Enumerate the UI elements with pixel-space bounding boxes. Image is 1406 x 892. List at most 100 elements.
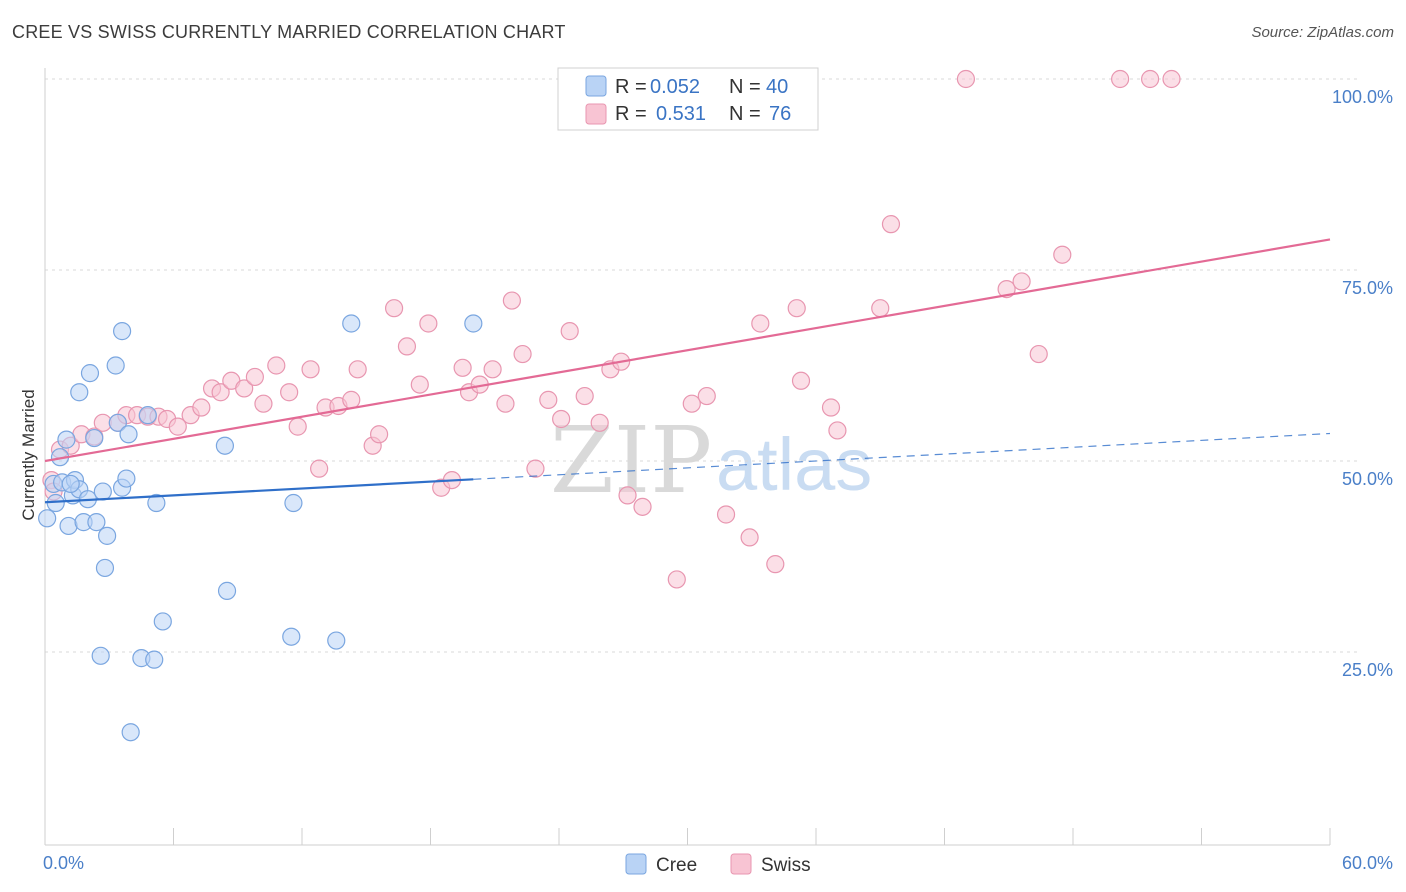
cree-point (85, 428, 104, 448)
legend-swiss-n-value: 76 (769, 103, 791, 125)
cree-point (91, 646, 110, 665)
y-tick-label: 25.0% (1342, 660, 1393, 680)
tick-layer: 25.0% 50.0% 75.0% 100.0% (1332, 87, 1393, 680)
axis-layer (44, 68, 1330, 846)
cree-point (117, 469, 136, 488)
chart-source: Source: ZipAtlas.com (1251, 24, 1394, 41)
cree-point (106, 356, 125, 375)
cree-point (145, 650, 164, 669)
cree-point (108, 413, 127, 432)
swiss-point (245, 367, 264, 387)
legend-cree-r-label: R = (615, 76, 647, 98)
swiss-point (667, 570, 686, 589)
legend-swiss-n-label: N = (729, 103, 761, 125)
swiss-point (1140, 69, 1160, 89)
swiss-point (397, 337, 417, 356)
swiss-point (751, 314, 770, 333)
cree-point (93, 482, 112, 501)
swiss-point (502, 291, 521, 310)
swiss-point (513, 344, 532, 364)
swiss-point (192, 398, 211, 417)
swiss-point (716, 505, 736, 524)
swiss-trend-line (44, 238, 1331, 463)
swiss-point (821, 398, 841, 417)
swiss-point (590, 413, 609, 432)
y-tick-label: 75.0% (1342, 278, 1393, 298)
y-axis-label: Currently Married (19, 389, 38, 520)
swiss-point (791, 371, 811, 390)
x-tick-label-max: 60.0% (1342, 853, 1393, 873)
swiss-point (453, 358, 472, 377)
cree-point (464, 314, 483, 333)
cree-point (59, 516, 78, 536)
swiss-point (267, 356, 286, 375)
swiss-point (288, 417, 307, 436)
cree-point (80, 364, 100, 383)
swiss-point (633, 497, 652, 516)
swiss-point (575, 386, 594, 406)
swiss-point (310, 459, 329, 478)
swiss-point (410, 375, 429, 394)
cree-point (327, 631, 346, 650)
swiss-point (881, 215, 901, 234)
swiss-point (211, 383, 230, 402)
cree-points (38, 314, 483, 742)
swiss-point (997, 280, 1016, 299)
cree-point (342, 314, 361, 333)
swiss-point (384, 299, 404, 318)
swiss-point (1162, 69, 1181, 89)
legend-swiss-swatch (585, 103, 607, 125)
chart-title: CREE VS SWISS CURRENTLY MARRIED CORRELAT… (12, 22, 566, 42)
cree-point (38, 509, 57, 528)
swiss-point (1029, 344, 1048, 364)
swiss-point (740, 528, 759, 547)
cree-trend-line-extension (473, 432, 1331, 480)
swiss-point (1053, 245, 1072, 264)
cree-point (95, 558, 115, 578)
cree-point (138, 406, 157, 425)
swiss-point (483, 360, 502, 379)
swiss-point (496, 394, 515, 413)
swiss-point (235, 379, 254, 398)
y-tick-label: 50.0% (1342, 469, 1393, 489)
swiss-point (828, 421, 847, 440)
legend-swiss-r-label: R = (615, 103, 647, 125)
swiss-point (697, 386, 716, 406)
bottom-legend-swiss-swatch (730, 853, 752, 875)
bottom-legend: Cree Swiss (625, 853, 811, 876)
cree-point (282, 627, 301, 646)
y-tick-label: 100.0% (1332, 87, 1393, 107)
bottom-legend-swiss-label: Swiss (761, 855, 811, 876)
bottom-legend-cree-label: Cree (656, 855, 697, 876)
swiss-point (787, 299, 806, 318)
swiss-point (552, 409, 571, 429)
x-tick-label-min: 0.0% (43, 853, 84, 873)
swiss-point (1012, 272, 1031, 291)
swiss-point (254, 394, 273, 413)
swiss-point (539, 390, 558, 409)
cree-trend-line (44, 478, 474, 504)
legend-swiss-r-value: 0.531 (656, 103, 706, 125)
cree-point (215, 436, 234, 455)
cree-point (87, 513, 106, 532)
swiss-point (280, 383, 299, 402)
legend-cree-n-value: 40 (766, 76, 788, 98)
legend-cree-n-label: N = (729, 76, 761, 98)
cree-point (70, 383, 89, 402)
swiss-point (682, 394, 701, 413)
bottom-legend-cree-swatch (625, 853, 647, 875)
cree-point (112, 322, 132, 341)
swiss-point (766, 555, 785, 574)
legend-cree-r-value: 0.052 (650, 76, 700, 98)
legend-cree-swatch (585, 75, 607, 97)
cree-point (119, 425, 138, 444)
cree-point (98, 526, 117, 545)
swiss-point (370, 425, 389, 444)
swiss-point (168, 417, 187, 436)
swiss-point (618, 486, 637, 505)
cree-point (217, 581, 237, 600)
swiss-point (526, 459, 545, 478)
cree-point (121, 723, 140, 742)
cree-point (147, 493, 166, 513)
swiss-point (956, 69, 976, 89)
